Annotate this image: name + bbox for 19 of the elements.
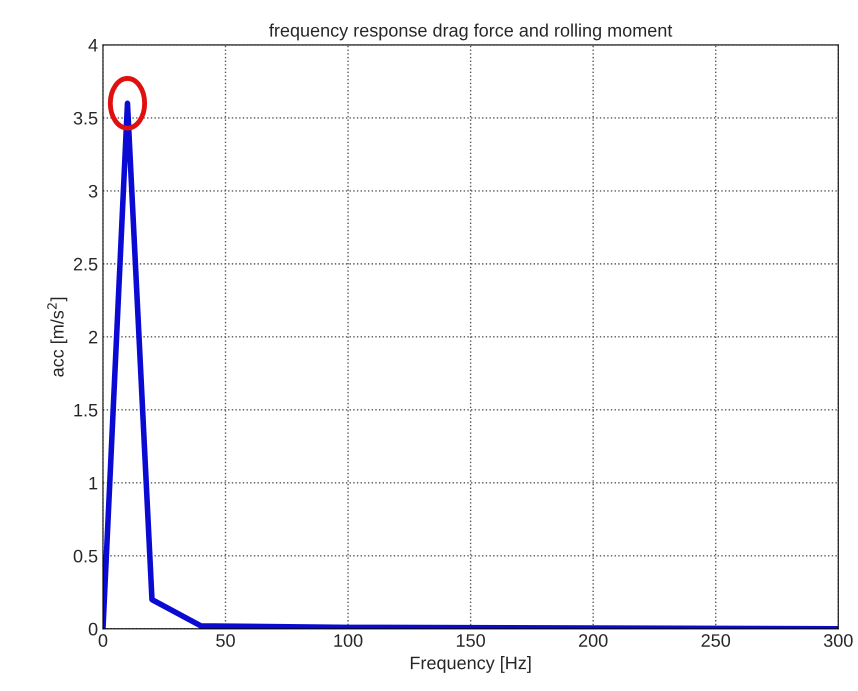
y-tick-label: 3 [88, 184, 98, 198]
y-tick-label: 2.5 [74, 258, 98, 271]
x-tick-label: 0 [98, 634, 108, 647]
x-tick-label: 200 [579, 634, 608, 647]
x-tick-label: 150 [456, 634, 485, 647]
y-tick-label: 1.5 [74, 404, 98, 417]
y-tick-label: 1 [89, 476, 98, 490]
y-tick-label: 0 [88, 622, 98, 636]
y-axis-title: acc [m/s$^{2}$] [47, 298, 68, 377]
y-tick-label: 3.5 [74, 112, 98, 125]
x-axis-title: Frequency [Hz] [410, 656, 531, 673]
y-tick-label: 4 [88, 39, 98, 52]
x-tick-label: 300 [824, 634, 853, 647]
y-tick-label: 0.5 [74, 550, 98, 563]
x-tick-label: 50 [216, 634, 235, 647]
chart-title: frequency response drag force and rolling moment [269, 23, 672, 40]
y-tick-label: 2 [88, 330, 98, 344]
x-tick-label: 250 [702, 634, 730, 647]
x-tick-label: 100 [334, 634, 362, 647]
